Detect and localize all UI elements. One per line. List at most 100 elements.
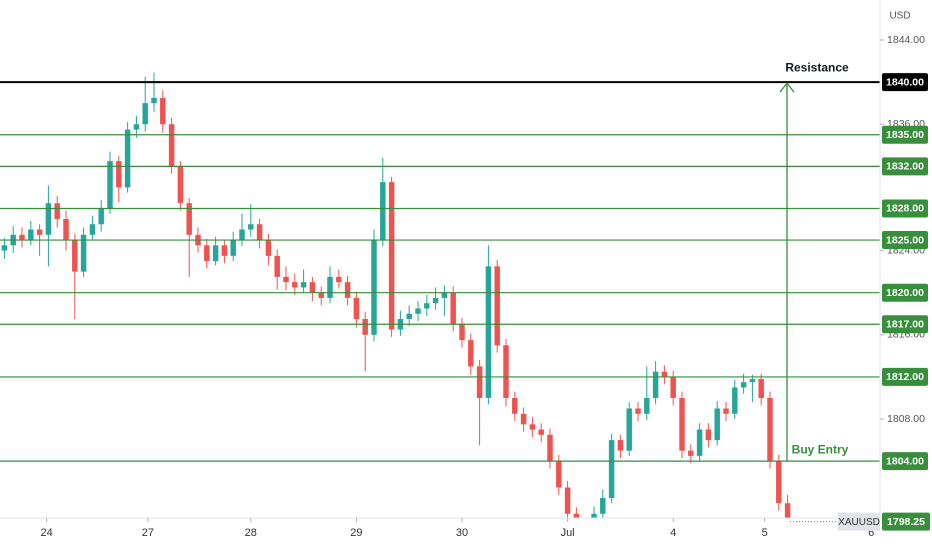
level-tag bbox=[882, 231, 928, 250]
level-tag bbox=[882, 283, 928, 302]
candle-body bbox=[476, 366, 483, 398]
candle-body bbox=[239, 229, 245, 241]
candle-body bbox=[116, 161, 122, 188]
candle-body bbox=[283, 276, 289, 283]
candle-body bbox=[732, 387, 738, 414]
candle-body bbox=[679, 397, 685, 451]
level-label: 1840.00 bbox=[886, 76, 924, 88]
level-tag bbox=[882, 157, 928, 176]
last-price-label: 1798.25 bbox=[887, 516, 925, 528]
candle-body bbox=[63, 218, 69, 241]
level-tag bbox=[882, 125, 928, 144]
arrow-head bbox=[779, 82, 795, 93]
level-tag bbox=[882, 452, 928, 471]
last-price-tag bbox=[882, 512, 930, 531]
x-tick-label: 5 bbox=[762, 527, 768, 539]
candle-body bbox=[441, 292, 448, 298]
x-tick-label: 4 bbox=[670, 527, 676, 539]
level-tag bbox=[882, 199, 928, 218]
candle-body bbox=[573, 513, 580, 518]
candle-body bbox=[644, 397, 650, 414]
candle-body bbox=[186, 203, 192, 235]
candle-body bbox=[45, 203, 52, 235]
level-tag bbox=[882, 367, 928, 386]
candle-body bbox=[1, 245, 8, 251]
level-label: 1812.00 bbox=[886, 371, 924, 383]
candle-body bbox=[503, 345, 509, 398]
candle-body bbox=[151, 97, 157, 104]
level-label: 1804.00 bbox=[886, 455, 924, 467]
candle-body bbox=[204, 245, 210, 262]
candle-body bbox=[98, 208, 104, 225]
candle-body bbox=[617, 440, 624, 451]
candle-body bbox=[89, 224, 96, 235]
candle-body bbox=[292, 282, 298, 288]
candle-body bbox=[353, 297, 360, 320]
candle-body bbox=[776, 461, 782, 504]
level-label: 1832.00 bbox=[886, 161, 924, 173]
candle-body bbox=[221, 245, 228, 256]
candle-body bbox=[300, 282, 307, 288]
level-label: 1817.00 bbox=[886, 319, 924, 331]
candle-body bbox=[556, 461, 562, 488]
candle-body bbox=[107, 161, 113, 209]
symbol-label: XAUUSD bbox=[838, 517, 880, 528]
candle-body bbox=[652, 371, 659, 398]
candle-body bbox=[696, 429, 703, 456]
level-tag bbox=[882, 73, 928, 92]
candle-body bbox=[424, 303, 430, 309]
candle-body bbox=[767, 397, 773, 462]
candle-body bbox=[80, 234, 87, 272]
candle-body bbox=[54, 203, 60, 219]
x-tick-label: 28 bbox=[245, 527, 257, 539]
symbol-tag bbox=[838, 512, 880, 531]
x-tick-label: 27 bbox=[142, 527, 154, 539]
candle-body bbox=[529, 424, 536, 430]
candle-body bbox=[564, 487, 571, 514]
candle-body bbox=[635, 408, 641, 414]
candle-body bbox=[160, 97, 166, 125]
x-tick-label: 6 bbox=[868, 527, 874, 539]
candle-body bbox=[168, 124, 175, 167]
candle-body bbox=[688, 450, 694, 456]
level-tag bbox=[882, 315, 928, 334]
candle-body bbox=[36, 229, 43, 235]
candle-body bbox=[336, 276, 342, 283]
candle-body bbox=[380, 182, 386, 241]
candle-body bbox=[468, 340, 474, 367]
x-tick-label: 30 bbox=[456, 527, 468, 539]
candle-body bbox=[415, 308, 421, 314]
annotation: Buy Entry bbox=[792, 442, 849, 456]
candle-body bbox=[494, 266, 500, 346]
y-tick-label: 1844.00 bbox=[887, 34, 925, 46]
candle-body bbox=[19, 234, 25, 241]
candle-body bbox=[749, 379, 756, 383]
candle-body bbox=[212, 245, 219, 262]
candle-body bbox=[758, 379, 764, 398]
candle-body bbox=[591, 513, 597, 518]
candle-body bbox=[608, 440, 615, 498]
candle-body bbox=[723, 408, 729, 414]
candle-body bbox=[344, 282, 351, 298]
candle-body bbox=[512, 397, 518, 414]
currency: USD bbox=[889, 11, 910, 22]
candle-body bbox=[670, 376, 676, 398]
candle-body bbox=[256, 224, 263, 241]
candle-body bbox=[133, 124, 140, 130]
candle-body bbox=[309, 282, 316, 293]
candle-body bbox=[520, 413, 527, 425]
candle-body bbox=[705, 429, 712, 441]
candle-body bbox=[177, 166, 184, 204]
candle-body bbox=[432, 297, 439, 304]
candle-body bbox=[740, 382, 747, 388]
candle-body bbox=[626, 408, 632, 451]
x-tick-label: 24 bbox=[41, 527, 53, 539]
candle-body bbox=[124, 129, 131, 188]
x-tick-label: Jul bbox=[561, 527, 575, 539]
candle-body bbox=[784, 503, 791, 518]
candle-body bbox=[274, 255, 280, 277]
candle-body bbox=[265, 240, 272, 256]
